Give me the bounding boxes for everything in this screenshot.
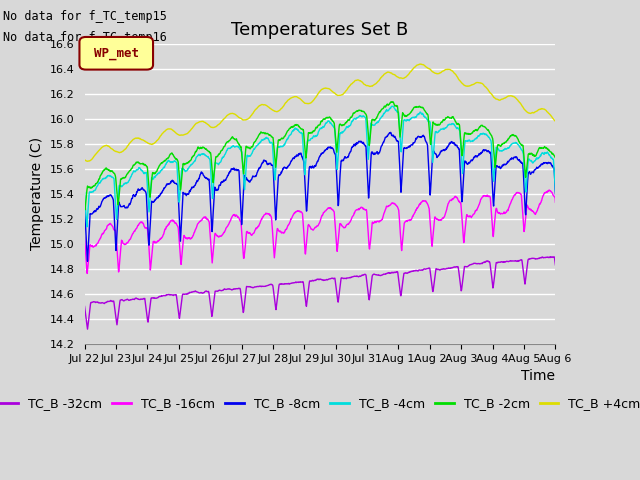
TC_B +4cm [83, 158, 91, 164]
Y-axis label: Temperature (C): Temperature (C) [31, 137, 44, 251]
Line: TC_B -8cm: TC_B -8cm [84, 132, 556, 261]
Line: TC_B -2cm: TC_B -2cm [84, 102, 556, 210]
TC_B -2cm [496, 143, 504, 149]
X-axis label: Time: Time [522, 369, 556, 384]
TC_B -8cm [496, 165, 504, 171]
TC_B -2cm [174, 159, 182, 165]
TC_B -32cm [393, 269, 401, 275]
TC_B -32cm [552, 262, 559, 268]
TC_B -32cm [550, 254, 558, 260]
TC_B -16cm [174, 224, 182, 230]
TC_B +4cm [496, 97, 504, 103]
TC_B +4cm [393, 73, 401, 79]
TC_B -32cm [174, 306, 182, 312]
TC_B +4cm [417, 61, 424, 67]
TC_B -16cm [239, 237, 246, 243]
TC_B +4cm [552, 119, 559, 124]
TC_B -2cm [393, 104, 401, 109]
TC_B -4cm [388, 103, 396, 109]
Line: TC_B -16cm: TC_B -16cm [84, 190, 556, 274]
TC_B -4cm [174, 183, 182, 189]
TC_B -8cm [239, 211, 246, 217]
TC_B -16cm [545, 187, 553, 193]
TC_B -32cm [454, 265, 462, 271]
Text: No data for f_TC_temp15: No data for f_TC_temp15 [3, 10, 167, 23]
TC_B -16cm [81, 234, 88, 240]
TC_B -8cm [186, 188, 193, 193]
TC_B -16cm [454, 197, 462, 203]
TC_B -4cm [552, 189, 559, 194]
TC_B -16cm [83, 271, 91, 276]
TC_B -2cm [186, 158, 193, 164]
Legend: TC_B -32cm, TC_B -16cm, TC_B -8cm, TC_B -4cm, TC_B -2cm, TC_B +4cm: TC_B -32cm, TC_B -16cm, TC_B -8cm, TC_B … [0, 392, 640, 415]
TC_B -2cm [81, 203, 88, 209]
Line: TC_B -4cm: TC_B -4cm [84, 106, 556, 227]
TC_B -16cm [496, 210, 504, 216]
TC_B -4cm [239, 155, 246, 161]
TC_B -2cm [455, 121, 463, 127]
TC_B +4cm [239, 117, 246, 122]
TC_B +4cm [174, 132, 182, 137]
TC_B -16cm [552, 199, 559, 205]
TC_B -8cm [455, 145, 463, 151]
TC_B -4cm [496, 148, 504, 154]
TC_B +4cm [455, 76, 463, 82]
TC_B -8cm [552, 192, 559, 197]
TC_B -32cm [81, 303, 88, 309]
Line: TC_B +4cm: TC_B +4cm [84, 64, 556, 161]
Title: Temperatures Set B: Temperatures Set B [232, 21, 408, 39]
TC_B -8cm [387, 130, 394, 135]
TC_B -2cm [389, 99, 397, 105]
TC_B -4cm [186, 164, 193, 169]
TC_B -32cm [239, 301, 246, 307]
TC_B -8cm [393, 138, 401, 144]
TC_B -4cm [455, 126, 463, 132]
Text: WP_met: WP_met [93, 47, 139, 60]
TC_B +4cm [81, 157, 88, 163]
TC_B -32cm [186, 290, 193, 296]
TC_B -4cm [81, 190, 88, 195]
TC_B -8cm [174, 191, 182, 197]
TC_B -32cm [84, 326, 92, 332]
Line: TC_B -32cm: TC_B -32cm [84, 257, 556, 329]
Text: No data for f_TC_temp16: No data for f_TC_temp16 [3, 31, 167, 44]
TC_B -16cm [393, 204, 401, 209]
TC_B -4cm [393, 109, 401, 115]
TC_B -16cm [186, 236, 193, 241]
TC_B -8cm [84, 258, 92, 264]
TC_B -8cm [81, 207, 88, 213]
TC_B -2cm [552, 155, 559, 161]
TC_B -32cm [496, 259, 504, 265]
TC_B -2cm [239, 158, 246, 164]
TC_B -2cm [81, 207, 89, 213]
TC_B +4cm [186, 128, 193, 134]
TC_B -4cm [83, 224, 91, 230]
